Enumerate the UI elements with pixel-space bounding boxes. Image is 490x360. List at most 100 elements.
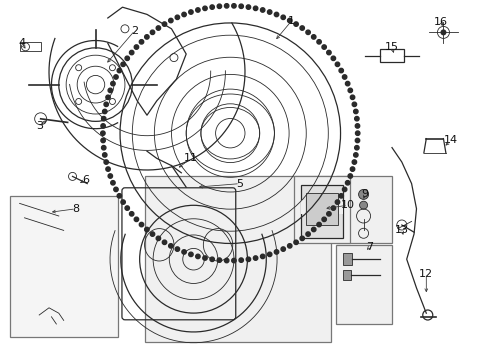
Text: 4: 4 — [19, 38, 25, 48]
Circle shape — [104, 102, 108, 107]
Bar — [10, 196, 118, 337]
Bar — [301, 185, 343, 238]
Circle shape — [306, 30, 310, 35]
Circle shape — [348, 88, 352, 93]
Circle shape — [175, 15, 179, 19]
Circle shape — [355, 138, 360, 143]
Circle shape — [224, 258, 229, 263]
Circle shape — [121, 200, 125, 204]
Circle shape — [261, 8, 265, 12]
Circle shape — [134, 45, 139, 49]
Circle shape — [121, 62, 125, 67]
Circle shape — [189, 10, 193, 14]
Circle shape — [317, 222, 321, 227]
Circle shape — [189, 252, 193, 257]
Text: 11: 11 — [184, 153, 198, 163]
Circle shape — [175, 247, 179, 251]
Text: 6: 6 — [82, 175, 89, 185]
Bar — [306, 193, 338, 225]
Bar — [336, 176, 392, 243]
Circle shape — [156, 236, 161, 240]
Circle shape — [343, 187, 347, 192]
Circle shape — [224, 4, 229, 8]
Bar — [145, 176, 331, 342]
Circle shape — [239, 4, 244, 9]
Circle shape — [139, 222, 144, 227]
Circle shape — [253, 6, 258, 10]
Text: 15: 15 — [385, 42, 399, 52]
Circle shape — [101, 138, 105, 143]
Bar — [294, 176, 350, 243]
Circle shape — [169, 244, 173, 248]
Circle shape — [111, 81, 115, 86]
Circle shape — [322, 217, 326, 221]
Circle shape — [102, 109, 107, 114]
Text: 12: 12 — [419, 269, 433, 279]
Text: 14: 14 — [444, 135, 458, 145]
Circle shape — [268, 10, 272, 14]
Bar — [380, 49, 404, 62]
Circle shape — [101, 124, 105, 128]
Bar — [343, 253, 352, 265]
Circle shape — [339, 68, 343, 73]
Text: 10: 10 — [341, 200, 355, 210]
Circle shape — [327, 212, 331, 216]
Circle shape — [261, 254, 265, 258]
Circle shape — [203, 256, 207, 260]
Text: 9: 9 — [362, 189, 368, 199]
Circle shape — [239, 258, 244, 262]
Circle shape — [108, 174, 113, 178]
Text: 16: 16 — [434, 17, 448, 27]
Circle shape — [352, 160, 357, 164]
Circle shape — [232, 258, 236, 263]
Circle shape — [348, 174, 352, 178]
Circle shape — [125, 206, 129, 210]
Circle shape — [300, 236, 304, 240]
Circle shape — [102, 153, 107, 157]
Circle shape — [196, 254, 200, 258]
Text: 13: 13 — [395, 225, 409, 235]
Circle shape — [217, 4, 221, 9]
Circle shape — [101, 117, 106, 121]
Circle shape — [232, 4, 236, 8]
Circle shape — [246, 257, 250, 261]
Circle shape — [281, 247, 285, 251]
Bar — [336, 245, 392, 324]
Circle shape — [343, 75, 347, 79]
Circle shape — [300, 26, 304, 30]
Circle shape — [114, 187, 118, 192]
Circle shape — [125, 56, 129, 60]
Circle shape — [331, 56, 336, 60]
Circle shape — [322, 45, 326, 49]
Circle shape — [281, 15, 285, 19]
Circle shape — [354, 153, 358, 157]
Circle shape — [210, 257, 214, 261]
Circle shape — [182, 12, 186, 17]
Circle shape — [441, 30, 446, 35]
Circle shape — [274, 250, 279, 254]
Circle shape — [360, 201, 368, 209]
Circle shape — [294, 240, 298, 244]
Circle shape — [345, 181, 350, 185]
Circle shape — [359, 189, 368, 199]
Text: 1: 1 — [288, 16, 295, 26]
Circle shape — [114, 75, 118, 79]
Circle shape — [106, 167, 110, 171]
Circle shape — [156, 26, 161, 30]
Circle shape — [162, 240, 167, 244]
Circle shape — [350, 95, 355, 99]
Circle shape — [106, 95, 110, 99]
Circle shape — [117, 194, 122, 198]
Circle shape — [182, 250, 186, 254]
Text: 7: 7 — [367, 242, 373, 252]
Circle shape — [150, 30, 155, 35]
Circle shape — [145, 35, 149, 39]
Circle shape — [288, 244, 292, 248]
Circle shape — [246, 5, 250, 9]
Circle shape — [117, 68, 122, 73]
Circle shape — [294, 22, 298, 26]
Bar — [20, 42, 41, 51]
Bar — [343, 270, 350, 280]
Circle shape — [355, 145, 359, 150]
Circle shape — [274, 12, 279, 17]
